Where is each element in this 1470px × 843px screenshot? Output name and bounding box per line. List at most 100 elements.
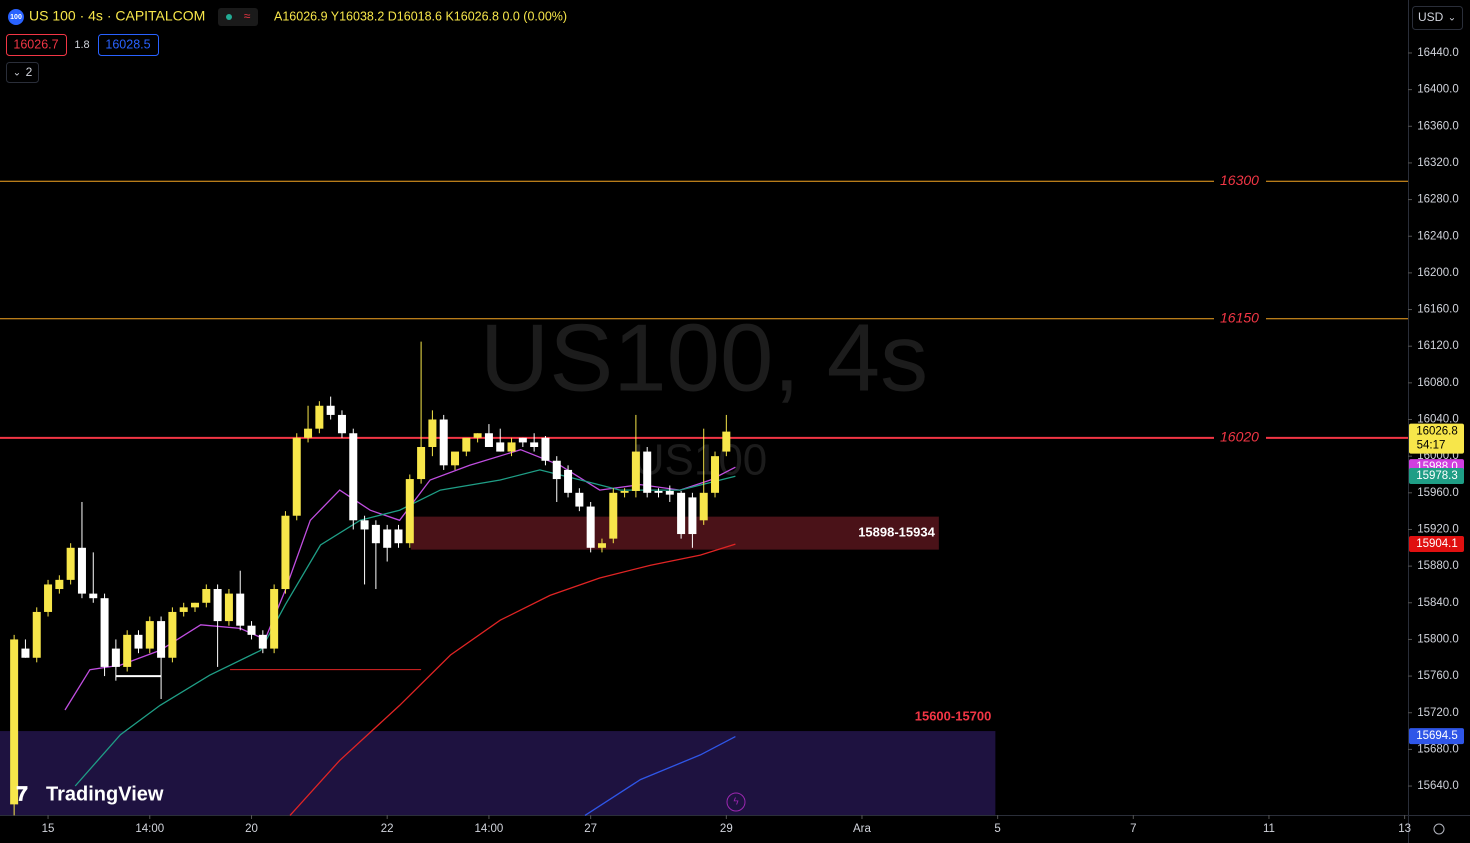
candle-body bbox=[552, 460, 561, 480]
candle-body bbox=[10, 639, 19, 805]
y-tick-label: 15760.0 bbox=[1417, 670, 1459, 682]
price-label-bg bbox=[1409, 728, 1464, 745]
candle-body bbox=[168, 611, 177, 658]
candle-body bbox=[326, 405, 335, 415]
y-tick-label: 16040.0 bbox=[1417, 414, 1459, 426]
candle-body bbox=[530, 442, 539, 447]
price-label-bg bbox=[1409, 536, 1464, 553]
candle-body bbox=[202, 589, 211, 603]
candle-body bbox=[236, 593, 245, 626]
candle-body bbox=[281, 515, 290, 590]
currency-select[interactable] bbox=[1412, 6, 1463, 30]
zone-label: 15898-15934 bbox=[858, 525, 935, 540]
watermark: US100, 4s bbox=[480, 304, 928, 411]
y-tick-label: 16440.0 bbox=[1417, 47, 1459, 59]
candle-body bbox=[417, 446, 426, 480]
candle-body bbox=[21, 648, 30, 658]
y-tick-label: 15880.0 bbox=[1417, 560, 1459, 572]
x-tick-label: 13 bbox=[1398, 823, 1411, 835]
y-tick-label: 16280.0 bbox=[1417, 194, 1459, 206]
candle-body bbox=[179, 607, 188, 612]
candle-body bbox=[383, 529, 392, 548]
bid-price[interactable]: 16026.7 bbox=[13, 37, 58, 51]
candle-body bbox=[575, 492, 584, 507]
candle-body bbox=[439, 419, 448, 466]
chart-title: US 100 · 4s · CAPITALCOM bbox=[29, 8, 205, 24]
watermark: US100 bbox=[633, 436, 768, 485]
price-label-bg bbox=[1409, 423, 1464, 454]
candle-body bbox=[315, 405, 324, 429]
candle-body bbox=[77, 547, 86, 594]
y-tick-label: 16120.0 bbox=[1417, 340, 1459, 352]
x-tick-label: 20 bbox=[245, 823, 258, 835]
brand: TradingView bbox=[46, 783, 164, 805]
candle-body bbox=[473, 433, 482, 438]
level-label: 16300 bbox=[1220, 172, 1259, 188]
sell-button[interactable] bbox=[6, 34, 67, 56]
candle-body bbox=[405, 479, 414, 544]
candle-body bbox=[484, 433, 493, 447]
status-dot bbox=[226, 14, 232, 20]
x-tick-label: 15 bbox=[42, 823, 55, 835]
candle-body bbox=[665, 490, 674, 495]
candle-body bbox=[541, 437, 550, 461]
candle-body bbox=[213, 589, 222, 622]
ask-price[interactable]: 16028.5 bbox=[105, 37, 150, 51]
zone bbox=[0, 731, 996, 815]
price-label: 15978.3 bbox=[1416, 470, 1458, 482]
candle-body bbox=[44, 584, 53, 612]
x-tick-label: 7 bbox=[1130, 823, 1136, 835]
candle-body bbox=[711, 456, 720, 493]
candle-body bbox=[631, 451, 640, 491]
moving-average bbox=[74, 469, 736, 787]
candle-body bbox=[123, 634, 132, 667]
event-icon[interactable]: ϟ bbox=[733, 797, 739, 808]
candle-body bbox=[270, 589, 279, 649]
level-label: 16020 bbox=[1220, 429, 1259, 445]
event-icon[interactable] bbox=[726, 792, 746, 812]
candle-body bbox=[55, 579, 64, 590]
chevron[interactable]: ⌄ bbox=[1448, 13, 1456, 24]
y-tick-label: 15720.0 bbox=[1417, 707, 1459, 719]
indicators-count[interactable]: 2 bbox=[26, 65, 33, 79]
countdown: 54:17 bbox=[1417, 440, 1446, 452]
candle-body bbox=[292, 437, 301, 516]
x-tick-label: Ara bbox=[853, 823, 872, 835]
candle-body bbox=[620, 490, 629, 493]
candle-body bbox=[699, 492, 708, 521]
candle-body bbox=[32, 611, 41, 658]
y-tick-label: 16360.0 bbox=[1417, 120, 1459, 132]
candle-body bbox=[258, 634, 267, 649]
chevron[interactable]: ⌄ bbox=[13, 68, 21, 79]
candle-body bbox=[224, 593, 233, 622]
x-tick-label: 5 bbox=[994, 823, 1000, 835]
candle-body bbox=[609, 492, 618, 539]
y-tick-label: 16240.0 bbox=[1417, 230, 1459, 242]
y-tick-label: 15640.0 bbox=[1417, 780, 1459, 792]
candle-body bbox=[191, 602, 200, 608]
y-tick-label: 16080.0 bbox=[1417, 377, 1459, 389]
level-label-bg bbox=[1214, 429, 1266, 446]
candle-body bbox=[394, 529, 403, 544]
candle-body bbox=[597, 543, 606, 548]
candle-body bbox=[643, 451, 652, 493]
candle-body bbox=[145, 621, 154, 649]
y-tick-label: 16400.0 bbox=[1417, 84, 1459, 96]
status-badge bbox=[218, 8, 258, 26]
candle-body bbox=[360, 520, 369, 530]
candle-body bbox=[462, 437, 471, 452]
currency[interactable]: USD bbox=[1418, 10, 1444, 24]
y-tick-label: 16320.0 bbox=[1417, 157, 1459, 169]
candle-body bbox=[304, 428, 313, 438]
candle-body bbox=[428, 419, 437, 447]
candle-body bbox=[654, 490, 663, 493]
price-label: 15694.5 bbox=[1416, 730, 1458, 742]
y-tick-label: 15960.0 bbox=[1417, 487, 1459, 499]
candle-body bbox=[100, 598, 109, 667]
moving-average bbox=[584, 736, 736, 816]
settings-icon[interactable] bbox=[1433, 823, 1445, 835]
buy-button[interactable] bbox=[98, 34, 159, 56]
indicators-toggle[interactable] bbox=[6, 62, 39, 83]
